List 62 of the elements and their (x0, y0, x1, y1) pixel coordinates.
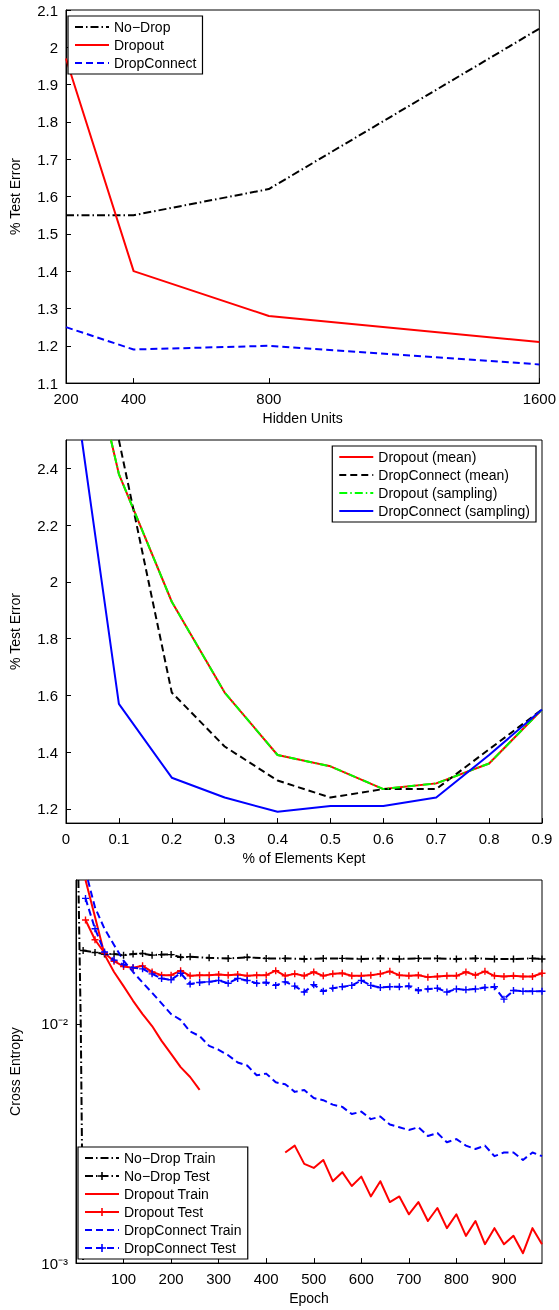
y-tick-label: 2 (49, 573, 58, 591)
x-axis-title: Epoch (289, 1290, 329, 1306)
legend-label: Dropout Train (124, 1186, 209, 1202)
x-tick-label: 300 (206, 1270, 232, 1288)
x-tick-label: 400 (121, 390, 147, 408)
x-axis-title: Hidden Units (262, 410, 343, 426)
y-tick-label: 1.2 (37, 337, 58, 355)
y-tick-label: 1.4 (37, 743, 58, 761)
x-tick-label: 0.9 (531, 830, 553, 848)
y-tick-label: 1.1 (37, 374, 58, 392)
legend-label: No−Drop (114, 19, 171, 35)
x-tick-label: 100 (111, 1270, 137, 1288)
y-axis-title: % Test Error (7, 592, 23, 670)
y-tick-label: 1.7 (37, 150, 58, 168)
x-tick-label: 600 (348, 1270, 374, 1288)
y-tick-label: 1.6 (37, 686, 58, 704)
x-tick-label: 400 (253, 1270, 279, 1288)
x-tick-label: 0.5 (320, 830, 341, 848)
x-tick-label: 0.2 (161, 830, 183, 848)
legend-label: DropConnect Train (124, 1222, 242, 1238)
y-tick-label: 10⁻³ (41, 1254, 68, 1272)
legend-label: No−Drop Test (124, 1168, 210, 1184)
x-tick-label: 0 (61, 830, 71, 848)
y-tick-label: 2.2 (37, 516, 58, 534)
x-axis-title: % of Elements Kept (242, 850, 366, 866)
y-axis-title: Cross Entropy (7, 1027, 23, 1116)
y-tick-label: 1.8 (37, 630, 58, 648)
legend-label: Dropout Test (124, 1204, 204, 1220)
y-tick-label: 2 (49, 38, 58, 56)
x-tick-label: 700 (396, 1270, 422, 1288)
x-tick-label: 200 (53, 390, 79, 408)
x-tick-label: 0.7 (425, 830, 447, 848)
y-tick-label: 2.4 (37, 459, 58, 477)
y-tick-label: 1.8 (37, 113, 58, 131)
x-tick-label: 0.4 (267, 830, 288, 848)
x-tick-label: 200 (158, 1270, 184, 1288)
y-tick-label: 1.3 (37, 299, 58, 317)
legend-label: DropConnect Test (124, 1240, 236, 1256)
legend-label: Dropout (114, 37, 164, 53)
legend-label: No−Drop Train (124, 1150, 216, 1166)
x-tick-label: 1600 (522, 390, 556, 408)
legend-label: DropConnect (114, 55, 197, 71)
y-tick-label: 1.2 (37, 800, 58, 818)
y-tick-label: 10⁻² (41, 1015, 68, 1033)
x-tick-label: 900 (491, 1270, 517, 1288)
legend-label: DropConnect (sampling) (378, 503, 530, 519)
y-tick-label: 1.6 (37, 188, 58, 206)
x-tick-label: 0.8 (478, 830, 500, 848)
y-tick-label: 1.5 (37, 225, 58, 243)
legend-label: Dropout (sampling) (378, 485, 498, 501)
x-tick-label: 800 (256, 390, 282, 408)
y-axis-title: % Test Error (7, 157, 23, 235)
x-tick-label: 0.6 (372, 830, 394, 848)
x-tick-label: 800 (443, 1270, 469, 1288)
x-tick-label: 500 (301, 1270, 327, 1288)
y-tick-label: 2.1 (37, 1, 58, 19)
legend-label: DropConnect (mean) (378, 467, 509, 483)
x-tick-label: 0.1 (108, 830, 130, 848)
legend-label: Dropout (mean) (378, 449, 477, 465)
y-tick-label: 1.4 (37, 262, 58, 280)
y-tick-label: 1.9 (37, 76, 58, 94)
x-tick-label: 0.3 (214, 830, 236, 848)
